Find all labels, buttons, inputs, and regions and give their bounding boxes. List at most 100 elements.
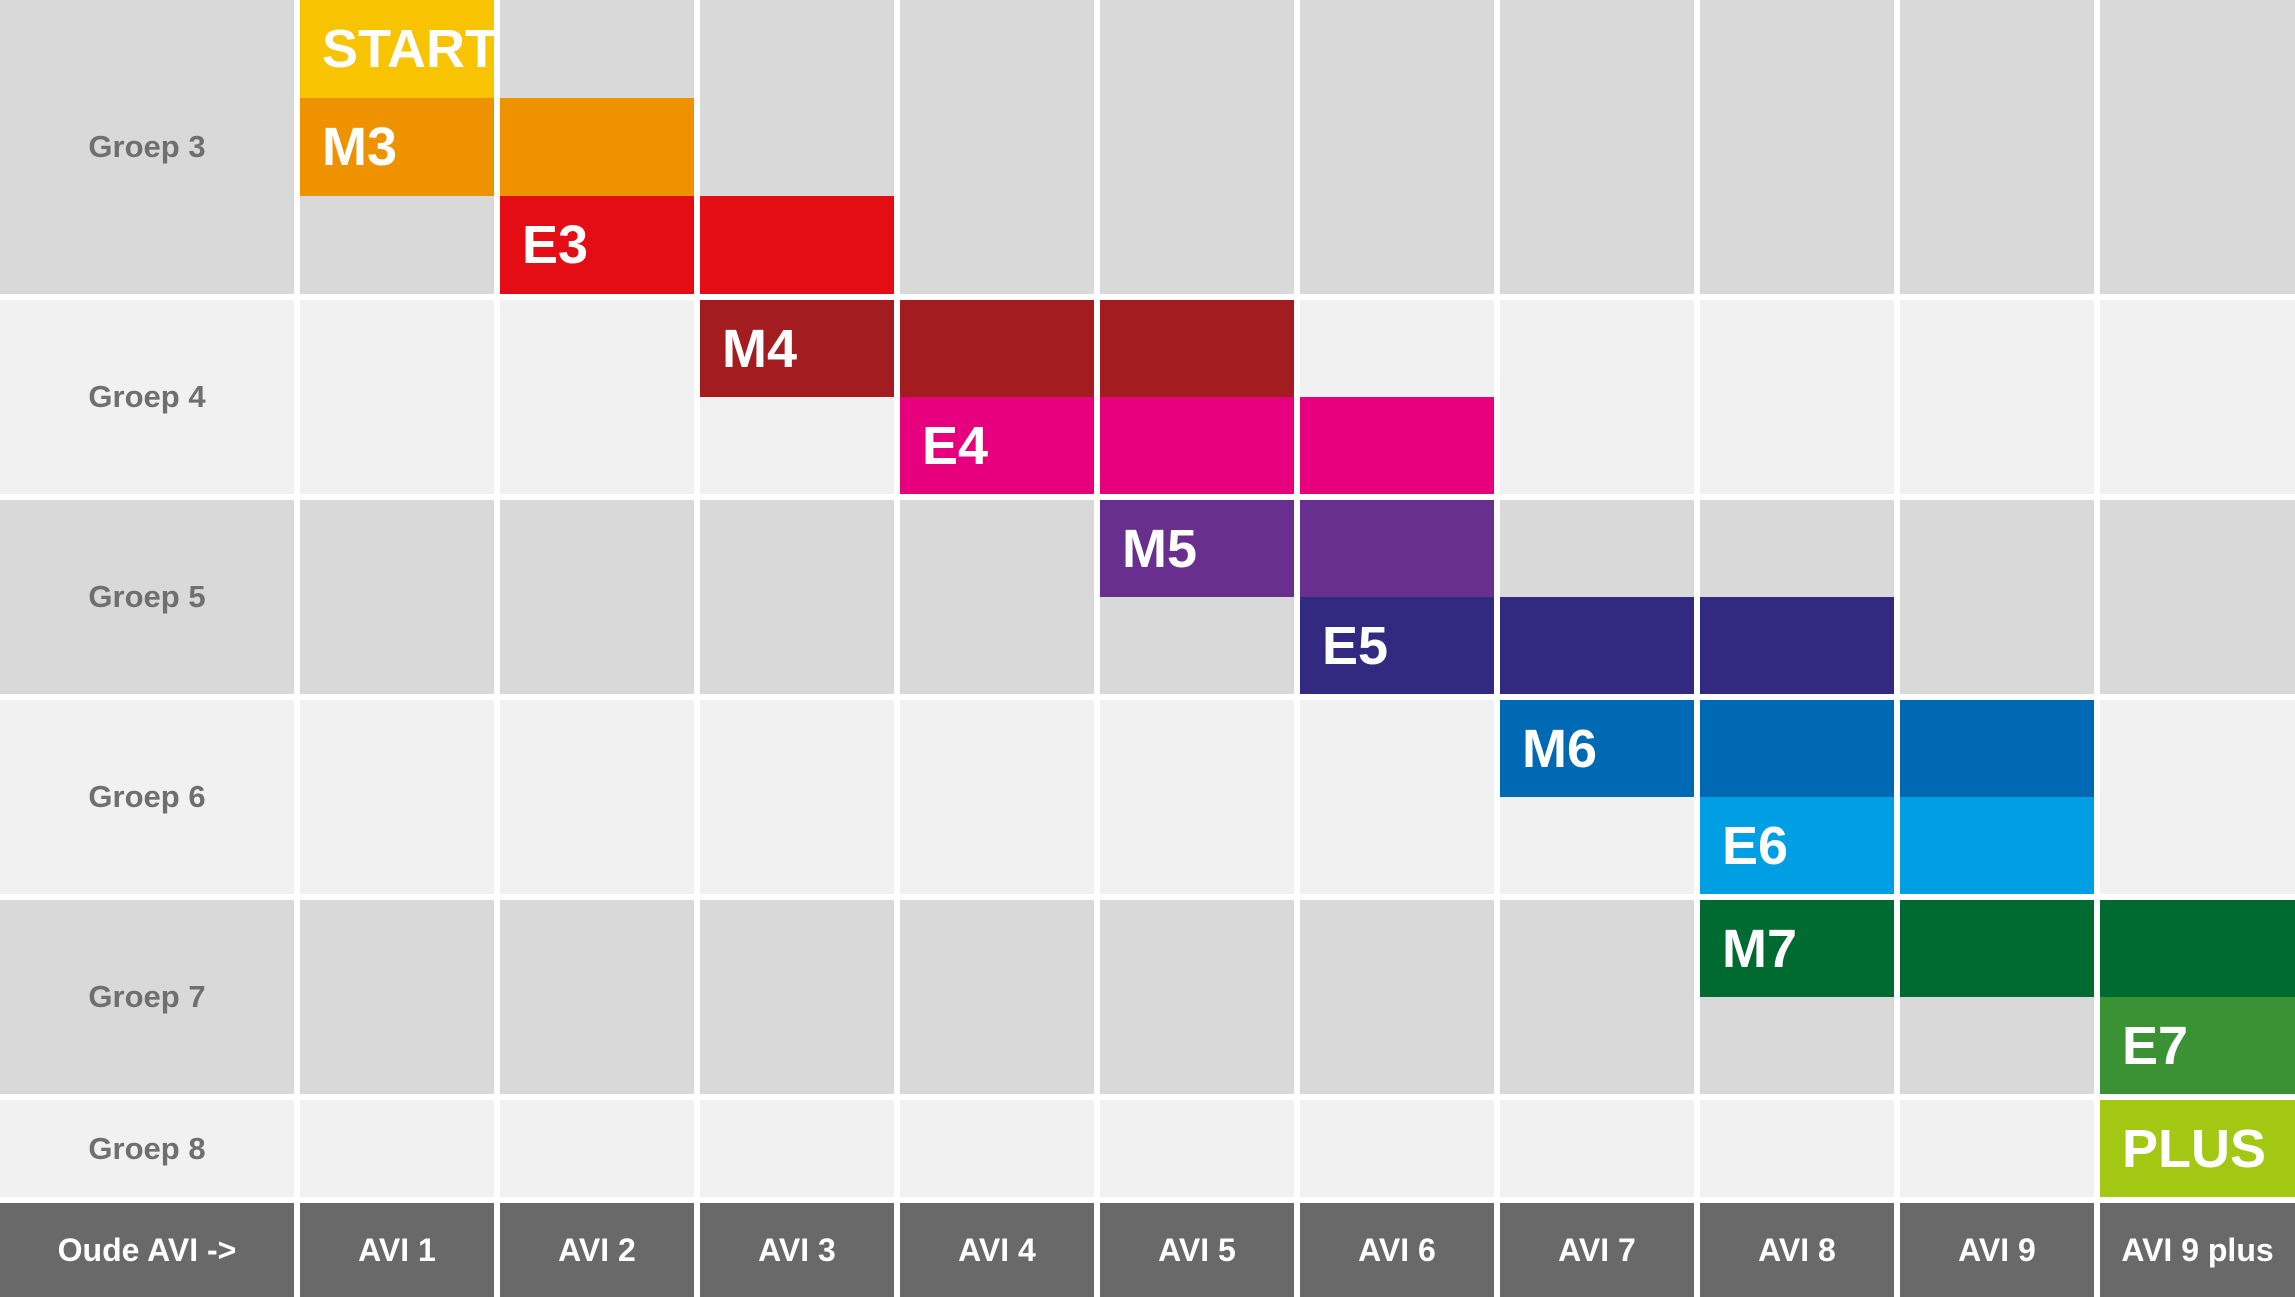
grid-cell: E4 [900,300,1094,494]
grid-cell [700,0,894,294]
empty-subcell [700,700,894,797]
grid-cell [300,300,494,494]
empty-subcell [1500,797,1694,894]
empty-subcell [900,98,1094,196]
empty-subcell [900,797,1094,894]
empty-subcell [1500,98,1694,196]
empty-subcell [900,700,1094,797]
col-header-oude-avi: Oude AVI -> [0,1203,294,1297]
bar-m3-segment [500,98,694,196]
empty-subcell [700,997,894,1094]
empty-subcell [1700,397,1894,494]
empty-subcell [1100,997,1294,1094]
grid-cell [500,900,694,1094]
bar-e3-segment [700,196,894,294]
group-row-groep-4: Groep 4 M4 E4 [0,300,2295,494]
row-label-groep-5: Groep 5 [0,500,294,694]
grid-cell: PLUS [2100,1100,2295,1197]
empty-subcell [2100,0,2295,98]
row-label-groep-4: Groep 4 [0,300,294,494]
empty-subcell [1500,997,1694,1094]
bar-label-m5: M5 [1122,518,1198,579]
grid-cell [1300,700,1494,894]
grid-cell [1300,1100,1494,1197]
row-label-groep-6: Groep 6 [0,700,294,894]
empty-subcell [900,1100,1094,1197]
empty-subcell [1300,0,1494,98]
empty-subcell [700,397,894,494]
grid-cell: E6 [1700,700,1894,894]
bar-m6-segment [1900,700,2094,797]
grid-cell [1700,300,1894,494]
empty-subcell [700,797,894,894]
empty-subcell [900,196,1094,294]
empty-subcell [900,900,1094,997]
empty-subcell [500,397,694,494]
empty-subcell [1100,597,1294,694]
empty-subcell [1100,900,1294,997]
grid-cell [900,500,1094,694]
empty-subcell [500,700,694,797]
empty-subcell [1100,797,1294,894]
grid-cell [1500,0,1694,294]
grid-cell [1100,1100,1294,1197]
grid-cell: E7 [2100,900,2295,1094]
empty-subcell [1700,98,1894,196]
grid-cell [700,900,894,1094]
empty-subcell [1700,997,1894,1094]
bar-m7-segment [1900,900,2094,997]
empty-subcell [700,98,894,196]
empty-subcell [300,397,494,494]
empty-subcell [700,500,894,597]
empty-subcell [1300,797,1494,894]
empty-subcell [300,900,494,997]
bar-e5-segment [1500,597,1694,694]
empty-subcell [1100,700,1294,797]
bar-e6-segment: E6 [1700,797,1894,894]
empty-subcell [300,597,494,694]
col-header-avi-1: AVI 1 [300,1203,494,1297]
bar-label-start: START [322,19,494,79]
grid-cell [1500,900,1694,1094]
grid-cell [900,1100,1094,1197]
empty-subcell [1100,196,1294,294]
empty-subcell [1700,500,1894,597]
grid-cell [700,700,894,894]
grid-cell [1900,0,2094,294]
empty-subcell [300,997,494,1094]
bar-m5-segment [1300,500,1494,597]
grid-cell [300,500,494,694]
bar-m6-segment: M6 [1500,700,1694,797]
row-label-groep-8: Groep 8 [0,1100,294,1197]
bar-label-m6: M6 [1522,718,1598,779]
empty-subcell [2100,397,2295,494]
col-header-avi-9: AVI 9 [1900,1203,2094,1297]
group-row-groep-6: Groep 6 M6 E6 [0,700,2295,894]
col-header-avi-4: AVI 4 [900,1203,1094,1297]
empty-subcell [2100,300,2295,397]
empty-subcell [1500,397,1694,494]
empty-subcell [2100,500,2295,597]
grid-cell [1700,1100,1894,1197]
bar-e4-segment: E4 [900,397,1094,494]
empty-subcell [1100,98,1294,196]
empty-subcell [300,500,494,597]
bar-e5-segment: E5 [1300,597,1494,694]
bar-m6-segment [1700,700,1894,797]
bar-plus-segment: PLUS [2100,1100,2295,1197]
grid-cell [1300,0,1494,294]
bar-label-m4: M4 [722,318,798,379]
empty-subcell [700,900,894,997]
bar-start-segment: START [300,0,494,98]
bar-m4-segment [900,300,1094,397]
grid-cell [1500,300,1694,494]
empty-subcell [300,300,494,397]
grid-cell [2100,700,2295,894]
empty-subcell [1100,1100,1294,1197]
bar-label-e3: E3 [522,215,589,275]
empty-subcell [1300,196,1494,294]
grid-cell [1900,500,2094,694]
empty-subcell [2100,797,2295,894]
grid-cell: START M3 [300,0,494,294]
